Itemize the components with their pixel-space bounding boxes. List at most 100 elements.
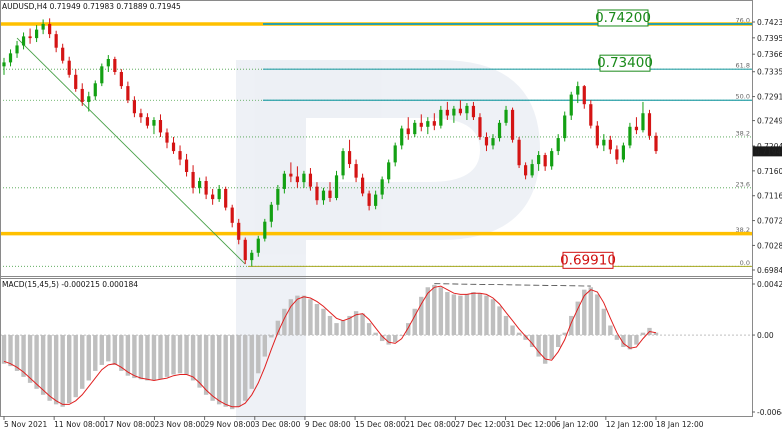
macd-histogram-bar — [373, 332, 378, 336]
candle-body — [576, 86, 580, 95]
divergence-line — [434, 283, 591, 287]
macd-histogram-bar — [132, 335, 137, 379]
macd-histogram-bar — [503, 315, 509, 336]
candle-body — [48, 23, 52, 35]
macd-histogram-bar — [340, 320, 346, 336]
macd-histogram-bar — [653, 332, 659, 336]
macd-histogram-bar — [314, 303, 320, 336]
candle-body — [250, 252, 254, 261]
macd-histogram-bar — [14, 335, 20, 371]
candle-body — [328, 190, 332, 198]
candle-body — [139, 113, 143, 118]
macd-histogram-bar — [549, 335, 554, 359]
macd-tick-label: 0.004273 — [757, 280, 782, 289]
time-tick-label: 6 Jan 12:00 — [556, 420, 599, 429]
target-box-text: 0.73400 — [597, 55, 653, 71]
candle-body — [93, 83, 97, 97]
candle-body — [341, 151, 345, 176]
candle-body — [347, 151, 352, 165]
candle-body — [432, 121, 436, 126]
macd-histogram-bar — [301, 295, 307, 336]
macd-histogram-bar — [327, 315, 333, 336]
macd-histogram-bar — [640, 332, 646, 336]
macd-histogram-bar — [542, 335, 548, 364]
candle-body — [15, 45, 19, 54]
current-price-label: 0.71945 — [755, 147, 782, 156]
candle-body — [354, 164, 358, 178]
candle-body — [321, 190, 326, 201]
candle-body — [119, 71, 123, 87]
candle-body — [478, 117, 482, 137]
macd-histogram-bar — [73, 335, 78, 398]
macd-histogram-bar — [256, 335, 261, 374]
macd-histogram-bar — [575, 301, 580, 336]
macd-histogram-bar — [425, 287, 430, 336]
candle-body — [439, 109, 443, 126]
fib-level-label: 76.0 — [736, 16, 750, 24]
candle-body — [471, 105, 476, 118]
macd-histogram-bar — [197, 335, 202, 388]
plot-frame — [0, 0, 753, 417]
candle-body — [106, 59, 110, 67]
candle-body — [615, 149, 619, 160]
price-tick-label: 0.72915 — [757, 93, 782, 102]
macd-histogram-bar — [627, 335, 633, 350]
target-price-box: 0.73400 — [597, 54, 653, 72]
candle-body — [256, 238, 260, 253]
price-panel[interactable]: 76.0 61.8 50.0 38.2 23.6 38.2 0.0 0.74200 0.7340… — [0, 9, 752, 269]
candle-body — [276, 188, 280, 205]
candle-body — [595, 125, 599, 146]
candle-body — [28, 36, 32, 39]
candle-body — [165, 132, 169, 143]
macd-histogram-bar — [490, 299, 496, 336]
candle-body — [426, 121, 430, 127]
price-axis: 0.74235 0.73955 0.73665 0.73355 0.72915 0.724… — [752, 18, 782, 417]
macd-histogram-bar — [419, 296, 424, 336]
macd-histogram-bar — [471, 292, 476, 336]
macd-histogram-bar — [80, 335, 85, 389]
macd-histogram-bar — [634, 335, 639, 345]
candle-body — [569, 94, 573, 116]
macd-histogram-bar — [145, 335, 150, 381]
candle-body — [550, 151, 554, 167]
candle-body — [582, 86, 586, 105]
time-tick-label: 18 Jan 12:00 — [656, 420, 704, 429]
macd-histogram-bar — [60, 335, 65, 407]
macd-histogram-bar — [164, 335, 170, 377]
candle-body — [204, 181, 208, 195]
candle-body — [400, 128, 404, 146]
macd-histogram-bar — [1, 335, 7, 364]
candle-body — [556, 138, 560, 152]
candle-body — [243, 239, 247, 261]
price-tick-label: 0.73955 — [757, 34, 782, 43]
candle-body — [563, 115, 567, 139]
macd-histogram-bar — [243, 335, 248, 401]
macd-header: MACD(15,45,5) -0.000215 0.000184 — [2, 280, 138, 289]
macd-histogram-bar — [210, 335, 215, 401]
macd-histogram-bar — [158, 335, 163, 380]
macd-histogram-bar — [308, 299, 313, 336]
macd-panel[interactable] — [0, 283, 752, 410]
candle-body — [308, 173, 313, 187]
candle-body — [113, 59, 117, 72]
macd-histogram-bar — [275, 320, 281, 336]
candle-body — [458, 108, 462, 114]
macd-histogram-bar — [386, 335, 391, 345]
candle-body — [654, 135, 658, 152]
candle-body — [484, 136, 489, 146]
macd-histogram-bar — [432, 284, 437, 336]
candle-body — [445, 109, 449, 116]
macd-histogram-bar — [282, 308, 287, 336]
candle-body — [54, 34, 58, 48]
candle-body — [647, 113, 652, 136]
candle-body — [419, 122, 423, 127]
macd-histogram-bar — [360, 313, 365, 336]
target-box-frame — [597, 9, 649, 27]
candle-body — [497, 122, 502, 139]
candle-body — [87, 96, 91, 102]
macd-histogram-bar — [393, 335, 398, 343]
candle-body — [126, 86, 130, 101]
